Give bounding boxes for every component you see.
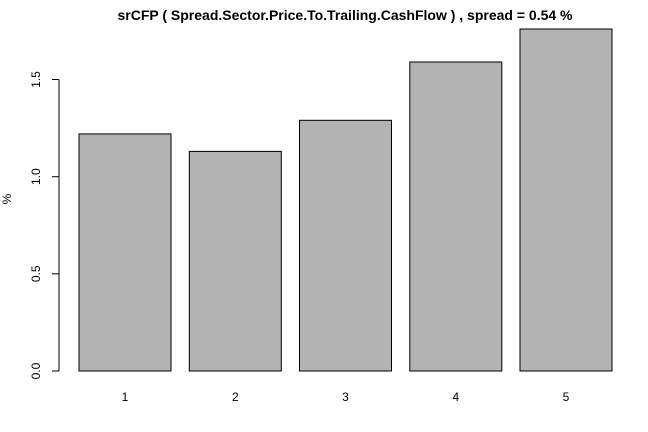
bars xyxy=(78,28,613,372)
bar-5 xyxy=(519,28,613,372)
x-tick-label-3: 3 xyxy=(342,390,349,404)
bar-2 xyxy=(188,150,282,372)
bar-4 xyxy=(409,61,503,372)
y-tick-label: 1.5 xyxy=(29,71,43,88)
x-tick-label-4: 4 xyxy=(452,390,459,404)
y-tick-label: 0.5 xyxy=(29,265,43,282)
y-axis: 0.0 0.5 1.0 1.5 xyxy=(29,71,60,379)
bar-3 xyxy=(299,119,392,372)
x-tick-labels: 1 2 3 4 5 xyxy=(122,390,570,404)
x-tick-label-5: 5 xyxy=(563,390,570,404)
x-tick-label-2: 2 xyxy=(232,390,239,404)
y-axis-label: % xyxy=(0,193,14,204)
x-tick-label-1: 1 xyxy=(122,390,129,404)
y-tick-label: 0.0 xyxy=(29,362,43,379)
y-tick-label: 1.0 xyxy=(29,168,43,185)
bar-1 xyxy=(78,133,172,372)
chart-title: srCFP ( Spread.Sector.Price.To.Trailing.… xyxy=(117,7,573,23)
